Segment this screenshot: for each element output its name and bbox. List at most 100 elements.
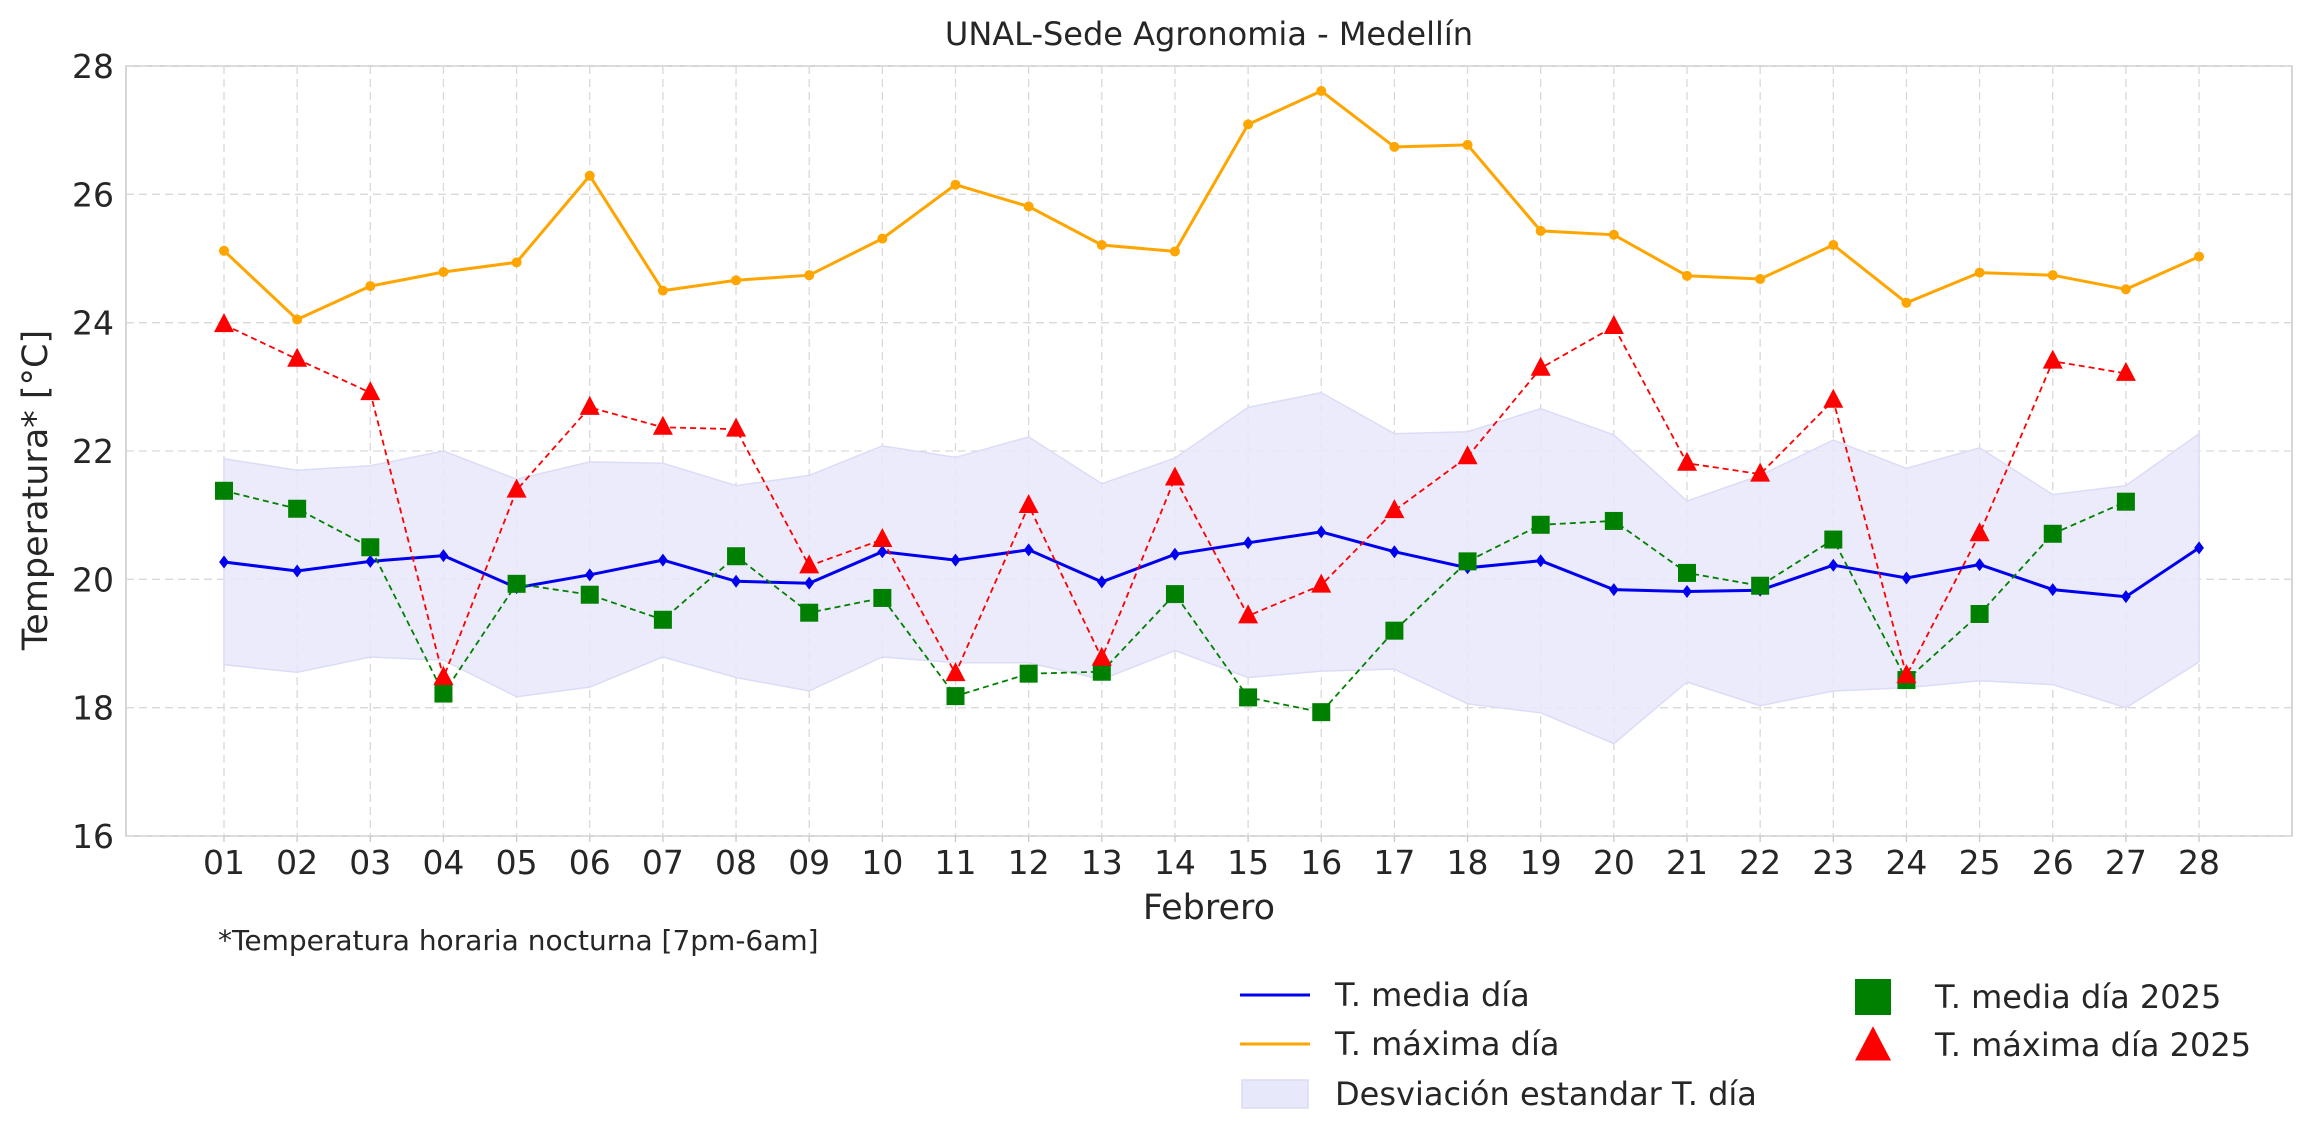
t-media-dia-point (731, 574, 741, 588)
t-maxima-dia-point (1901, 297, 1912, 308)
t-maxima-dia-point (1023, 201, 1034, 212)
t-media-dia-point (1023, 543, 1034, 557)
t-maxima-dia-2025-point (1896, 664, 1917, 684)
t-maxima-dia-2025-point (799, 554, 820, 574)
t-media-dia-2025-point (1970, 604, 1989, 623)
x-tick-label: 15 (1227, 843, 1269, 882)
t-maxima-dia-point (438, 266, 449, 277)
t-maxima-dia-2025-point (872, 528, 893, 548)
chart-title: UNAL-Sede Agronomia - Medellín (945, 15, 1473, 53)
t-media-dia-point (292, 564, 303, 578)
legend-swatch-t-media-dia-2025 (1855, 979, 1891, 1015)
x-tick-label: 03 (349, 843, 391, 882)
x-tick-label: 27 (2105, 843, 2147, 882)
t-media-dia-2025-point (873, 588, 892, 607)
legend-label-t-media-dia-2025: T. media día 2025 (1934, 978, 2221, 1016)
t-media-dia-point (1682, 585, 1692, 599)
t-maxima-dia-2025-point (360, 381, 381, 401)
t-maxima-dia-2025-point (1823, 388, 1844, 408)
t-media-dia-point (1901, 571, 1912, 585)
t-maxima-dia-point (1682, 270, 1692, 281)
t-media-dia-point (1535, 554, 1546, 568)
legend-label-std-band: Desviación estandar T. día (1335, 1075, 1757, 1113)
t-maxima-dia-point (1462, 139, 1473, 150)
t-maxima-dia-point (1243, 119, 1254, 130)
t-media-dia-line (223, 530, 2200, 599)
t-media-dia-2025-point (1678, 563, 1696, 582)
t-maxima-dia-point (365, 281, 376, 292)
t-media-dia-2025-point (1092, 662, 1111, 681)
t-maxima-dia-2025-point (1677, 451, 1697, 471)
t-media-dia-point (1828, 558, 1839, 572)
t-media-dia-2025-point (1751, 576, 1770, 595)
x-tick-label: 09 (788, 843, 830, 882)
legend-label-t-media-dia: T. media día (1334, 976, 1530, 1014)
t-media-dia-point (219, 555, 229, 569)
x-axis-label: Febrero (1143, 888, 1275, 928)
x-tick-label: 05 (496, 843, 538, 882)
t-maxima-dia-point (1755, 274, 1766, 285)
t-media-dia-point (1243, 536, 1253, 550)
x-tick-label: 13 (1081, 843, 1123, 882)
x-tick-label: 07 (642, 843, 684, 882)
t-media-dia-2025-point (1312, 703, 1331, 722)
footnote: *Temperatura horaria nocturna [7pm-6am] (218, 924, 819, 957)
std-band (223, 391, 2200, 745)
t-maxima-dia-point (2120, 284, 2131, 295)
y-tick-label: 28 (72, 47, 114, 86)
plot-area: 01 02 03 04 05 06 07 08 09 10 11 12 13 14 15 16 17 18 19 20… (72, 47, 2293, 882)
t-media-dia-2025-point (1165, 585, 1184, 604)
x-tick-label: 12 (1008, 843, 1050, 882)
t-media-dia-2025-point (2116, 492, 2135, 511)
t-maxima-dia-2025-point (1530, 356, 1551, 376)
t-maxima-dia-point (219, 245, 229, 256)
t-media-dia-2025-point (288, 499, 307, 518)
x-tick-label: 19 (1520, 843, 1562, 882)
t-maxima-dia-point (292, 314, 303, 325)
t-maxima-dia-point (1974, 267, 1985, 278)
t-maxima-dia-2025-point (2115, 361, 2136, 381)
y-tick-label: 18 (72, 689, 114, 728)
x-tick-label: 24 (1885, 843, 1927, 882)
x-tick-label: 25 (1959, 843, 2001, 882)
x-tick-label: 22 (1739, 843, 1781, 882)
t-maxima-dia-2025-point (1969, 522, 1990, 542)
legend-swatch-t-maxima-dia-2025 (1855, 1026, 1891, 1061)
x-tick-label: 14 (1154, 843, 1196, 882)
t-maxima-dia-2025-point (1238, 604, 1259, 624)
t-maxima-dia-2025-point (1164, 466, 1185, 486)
t-maxima-dia-2025-point (1384, 499, 1405, 519)
t-media-dia-point (658, 553, 668, 567)
t-media-dia-point (365, 554, 376, 568)
t-maxima-dia-line (222, 89, 2200, 322)
t-media-dia-2025-point (1604, 511, 1623, 530)
t-maxima-dia-2025-point (506, 478, 527, 498)
t-maxima-dia-point (731, 275, 742, 286)
x-tick-label: 18 (1447, 843, 1489, 882)
t-maxima-dia-point (950, 179, 961, 190)
t-media-dia-2025-point (1824, 530, 1843, 549)
x-tick-label: 17 (1373, 843, 1415, 882)
x-tick-label: 26 (2032, 843, 2074, 882)
t-maxima-dia-point (1535, 225, 1546, 236)
t-media-dia-2025-point (727, 547, 746, 566)
t-maxima-dia-2025-point (287, 347, 308, 367)
x-tick-label: 10 (861, 843, 903, 882)
t-maxima-dia-point (657, 285, 668, 296)
t-media-dia-point (1608, 583, 1619, 597)
t-maxima-dia-2025-point (2042, 349, 2063, 369)
t-maxima-dia-2025-point (1018, 494, 1039, 514)
t-maxima-dia-point (877, 233, 888, 244)
legend-label-t-maxima-dia: T. máxima día (1334, 1025, 1559, 1063)
x-tick-label: 01 (203, 843, 245, 882)
x-tick-label: 08 (715, 843, 757, 882)
t-maxima-dia-point (1316, 86, 1327, 97)
t-maxima-dia-point (1389, 141, 1400, 152)
x-tick-label: 04 (422, 843, 464, 882)
x-tick-label: 23 (1812, 843, 1854, 882)
t-media-dia-point (1316, 525, 1327, 539)
t-maxima-dia-2025-point (652, 415, 673, 435)
x-tick-label: 21 (1666, 843, 1708, 882)
t-maxima-dia-point (511, 257, 522, 268)
t-media-dia-2025-point (1019, 664, 1038, 683)
